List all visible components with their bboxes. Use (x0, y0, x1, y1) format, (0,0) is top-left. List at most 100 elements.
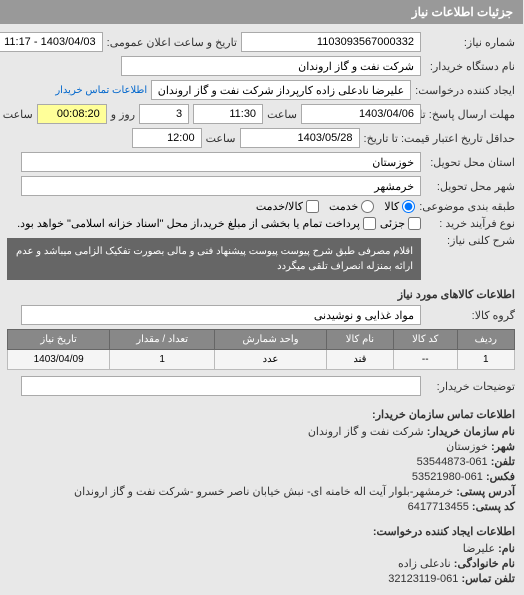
buyer-notes-label: توضیحات خریدار: (426, 380, 516, 393)
th-date: تاریخ نیاز (9, 330, 111, 350)
time-label-2: ساعت (207, 132, 237, 145)
credit-time-input[interactable] (133, 128, 203, 148)
td-row-num: 1 (458, 350, 515, 370)
postal-value: خرمشهر-بلوار آیت اله خامنه ای- نبش خیابا… (75, 486, 454, 498)
goods-info-header-row: اطلاعات کالاهای مورد نیاز (8, 288, 516, 301)
table-header-row: ردیف کد کالا نام کالا واحد شمارش تعداد /… (9, 330, 516, 350)
requester-contact-title: اطلاعات ایجاد کننده درخواست: (8, 525, 516, 538)
family-key: نام خانوادگی: (455, 558, 516, 570)
days-input[interactable] (140, 104, 190, 124)
th-row-num: ردیف (458, 330, 515, 350)
checkbox-partial-item: جزئی (381, 217, 422, 230)
goods-info-label: اطلاعات کالاهای مورد نیاز (399, 288, 516, 301)
time-label-1: ساعت (268, 108, 298, 121)
th-qty: تعداد / مقدار (111, 330, 216, 350)
contact-phone-line: تلفن تماس: 061-32123119 (8, 572, 516, 585)
purchase-type-row: نوع فرآیند خرید : جزئی پرداخت تمام یا بخ… (8, 217, 516, 230)
fax-value: 061-53521980 (413, 471, 484, 483)
org-name-value: شرکت نفت و گاز اروندان (309, 426, 425, 438)
contact-phone-value: 061-32123119 (389, 573, 459, 585)
buyer-contact-title: اطلاعات تماس سازمان خریدار: (8, 408, 516, 421)
checkbox-goods-service[interactable] (307, 200, 320, 213)
buyer-notes-input[interactable] (22, 376, 422, 396)
contact-info-link[interactable]: اطلاعات تماس خریدار (56, 85, 148, 96)
page-header: جزئیات اطلاعات نیاز (0, 0, 524, 24)
buyer-org-label: نام دستگاه خریدار: (426, 60, 516, 73)
postcode-line: کد پستی: 6417713455 (8, 500, 516, 513)
days-label: روز و (112, 108, 136, 121)
fax-line: فکس: 061-53521980 (8, 470, 516, 483)
checkbox-partial-label: جزئی (381, 217, 406, 230)
phone-value: 061-53544873 (418, 456, 489, 468)
family-value: نادعلی زاده (399, 558, 452, 570)
family-line: نام خانوادگی: نادعلی زاده (8, 557, 516, 570)
need-number-input[interactable] (242, 32, 422, 52)
requester-row: ایجاد کننده درخواست: اطلاعات تماس خریدار (8, 80, 516, 100)
checkbox-treasury-item: پرداخت تمام یا بخشی از مبلغ خرید،از محل … (18, 217, 377, 230)
td-unit: عدد (216, 350, 328, 370)
deadline-label: مهلت ارسال پاسخ: تا تاریخ: (426, 108, 516, 121)
deadline-date-input[interactable] (302, 104, 422, 124)
goods-group-label: گروه کالا: (426, 309, 516, 322)
radio-service-label: خدمت (330, 200, 359, 213)
need-number-label: شماره نیاز: (426, 36, 516, 49)
goods-table: ردیف کد کالا نام کالا واحد شمارش تعداد /… (8, 329, 516, 370)
phone-key: تلفن: (492, 456, 516, 468)
province-label: استان محل تحویل: (426, 156, 516, 169)
requester-contact-section: اطلاعات ایجاد کننده درخواست: نام: علیرضا… (8, 525, 516, 585)
remaining-label: ساعت باقی مانده (0, 108, 34, 121)
requester-input[interactable] (152, 80, 412, 100)
subject-category-row: طبقه بندی موضوعی: کالا خدمت کالا/خدمت (8, 200, 516, 213)
province-input[interactable] (22, 152, 422, 172)
purchase-type-note: پرداخت تمام یا بخشی از مبلغ خرید،از محل … (18, 217, 361, 230)
org-name-key: نام سازمان خریدار: (428, 426, 516, 438)
subject-category-label: طبقه بندی موضوعی: (420, 200, 516, 213)
requester-label: ایجاد کننده درخواست: (416, 84, 516, 97)
checkbox-goods-service-item: کالا/خدمت (257, 200, 320, 213)
deadline-time-input[interactable] (194, 104, 264, 124)
postal-key: آدرس پستی: (457, 486, 516, 498)
org-name-line: نام سازمان خریدار: شرکت نفت و گاز اروندا… (8, 425, 516, 438)
buyer-org-row: نام دستگاه خریدار: (8, 56, 516, 76)
table-row: 1 -- قند عدد 1 1403/04/09 (9, 350, 516, 370)
radio-goods[interactable] (403, 200, 416, 213)
name-line: نام: علیرضا (8, 542, 516, 555)
contact-phone-key: تلفن تماس: (462, 573, 516, 585)
phone-line: تلفن: 061-53544873 (8, 455, 516, 468)
checkbox-partial[interactable] (409, 217, 422, 230)
th-code: کد کالا (394, 330, 458, 350)
name-key: نام: (499, 543, 516, 555)
goods-group-input[interactable] (22, 305, 422, 325)
city-label: شهر محل تحویل: (426, 180, 516, 193)
main-content: شماره نیاز: تاریخ و ساعت اعلان عمومی: نا… (0, 24, 524, 595)
td-code: -- (394, 350, 458, 370)
credit-date-row: حداقل تاریخ اعتبار قیمت: تا تاریخ: ساعت (8, 128, 516, 148)
radio-goods-label: کالا (385, 200, 400, 213)
province-row: استان محل تحویل: (8, 152, 516, 172)
radio-service-item: خدمت (330, 200, 375, 213)
announce-date-input[interactable] (0, 32, 104, 52)
deadline-row: مهلت ارسال پاسخ: تا تاریخ: ساعت روز و سا… (8, 104, 516, 124)
radio-service[interactable] (362, 200, 375, 213)
remaining-time-input[interactable] (38, 104, 108, 124)
page-title: جزئیات اطلاعات نیاز (413, 5, 514, 19)
buyer-org-input[interactable] (122, 56, 422, 76)
contact-province-value: خوزستان (447, 441, 489, 453)
checkbox-goods-service-label: کالا/خدمت (257, 200, 304, 213)
city-input[interactable] (22, 176, 422, 196)
goods-group-row: گروه کالا: (8, 305, 516, 325)
purchase-type-label: نوع فرآیند خرید : (426, 217, 516, 230)
td-name: قند (327, 350, 394, 370)
th-unit: واحد شمارش (216, 330, 328, 350)
category-radio-group: کالا خدمت کالا/خدمت (257, 200, 416, 213)
need-number-row: شماره نیاز: تاریخ و ساعت اعلان عمومی: (8, 32, 516, 52)
buyer-contact-section: اطلاعات تماس سازمان خریدار: نام سازمان خ… (8, 408, 516, 513)
credit-date-input[interactable] (241, 128, 361, 148)
postcode-key: کد پستی: (473, 501, 516, 513)
checkbox-treasury[interactable] (364, 217, 377, 230)
general-desc-row: شرح کلنی نیاز: اقلام مصرفی طبق شرح پیوست… (8, 234, 516, 284)
fax-key: فکس: (487, 471, 516, 483)
contact-province-line: شهر: خوزستان (8, 440, 516, 453)
name-value: علیرضا (464, 543, 496, 555)
th-name: نام کالا (327, 330, 394, 350)
